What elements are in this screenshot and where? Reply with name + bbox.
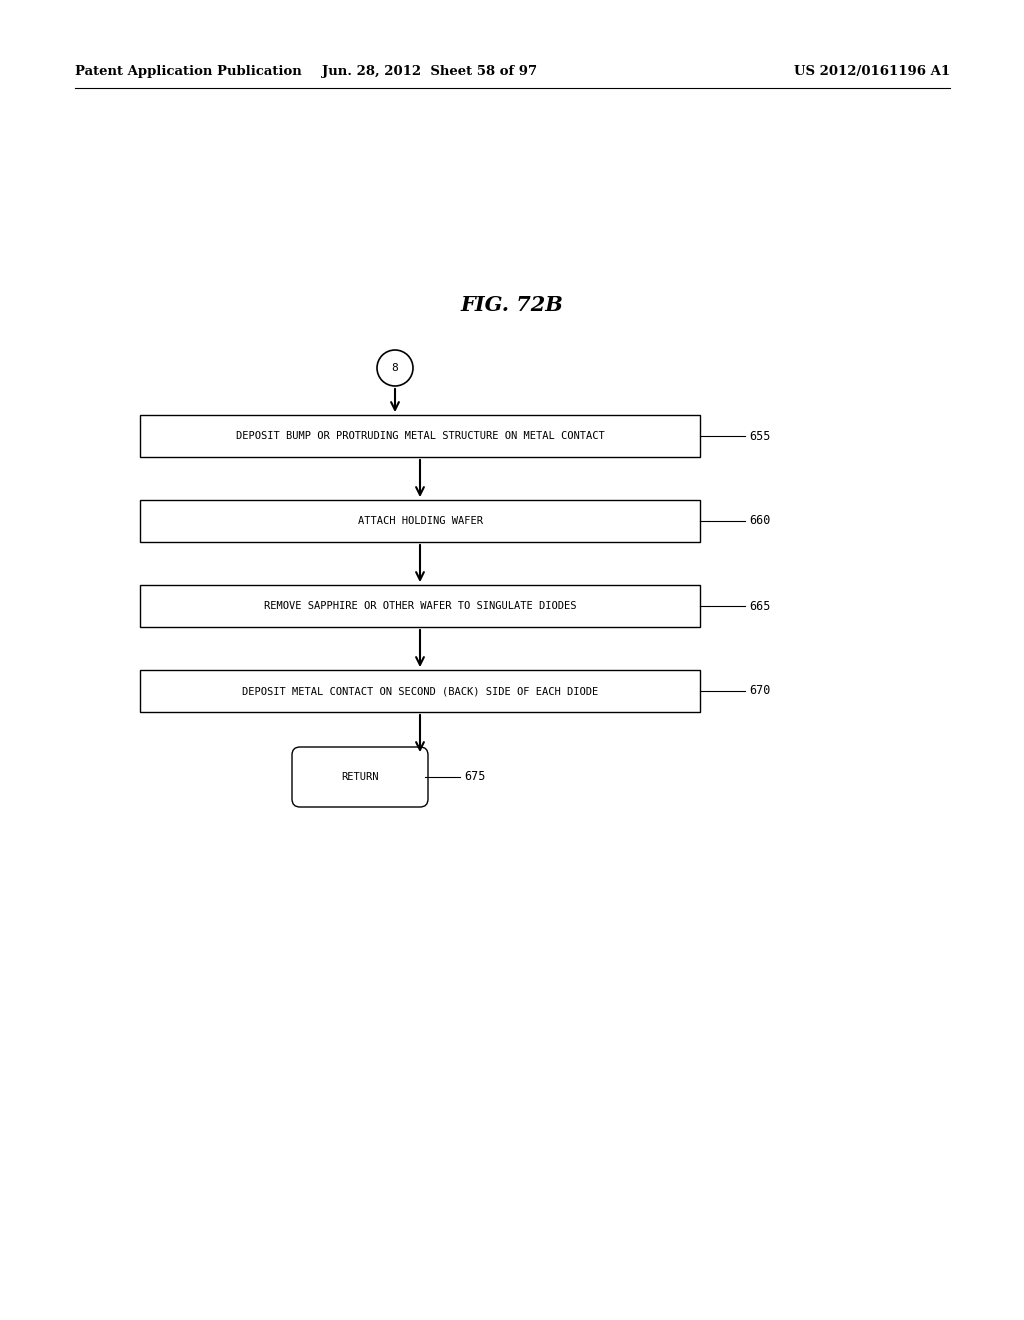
Text: 665: 665 bbox=[749, 599, 770, 612]
FancyBboxPatch shape bbox=[140, 585, 700, 627]
Text: DEPOSIT BUMP OR PROTRUDING METAL STRUCTURE ON METAL CONTACT: DEPOSIT BUMP OR PROTRUDING METAL STRUCTU… bbox=[236, 432, 604, 441]
FancyBboxPatch shape bbox=[140, 671, 700, 711]
Text: 670: 670 bbox=[749, 685, 770, 697]
Text: 655: 655 bbox=[749, 429, 770, 442]
Text: DEPOSIT METAL CONTACT ON SECOND (BACK) SIDE OF EACH DIODE: DEPOSIT METAL CONTACT ON SECOND (BACK) S… bbox=[242, 686, 598, 696]
FancyBboxPatch shape bbox=[140, 500, 700, 543]
Text: FIG. 72B: FIG. 72B bbox=[461, 294, 563, 315]
Text: 675: 675 bbox=[464, 771, 485, 784]
Text: Patent Application Publication: Patent Application Publication bbox=[75, 66, 302, 78]
Text: 660: 660 bbox=[749, 515, 770, 528]
FancyBboxPatch shape bbox=[140, 414, 700, 457]
Text: US 2012/0161196 A1: US 2012/0161196 A1 bbox=[794, 66, 950, 78]
Text: ATTACH HOLDING WAFER: ATTACH HOLDING WAFER bbox=[357, 516, 482, 525]
Text: REMOVE SAPPHIRE OR OTHER WAFER TO SINGULATE DIODES: REMOVE SAPPHIRE OR OTHER WAFER TO SINGUL… bbox=[264, 601, 577, 611]
Text: 8: 8 bbox=[391, 363, 398, 374]
FancyBboxPatch shape bbox=[292, 747, 428, 807]
Text: RETURN: RETURN bbox=[341, 772, 379, 781]
Text: Jun. 28, 2012  Sheet 58 of 97: Jun. 28, 2012 Sheet 58 of 97 bbox=[323, 66, 538, 78]
